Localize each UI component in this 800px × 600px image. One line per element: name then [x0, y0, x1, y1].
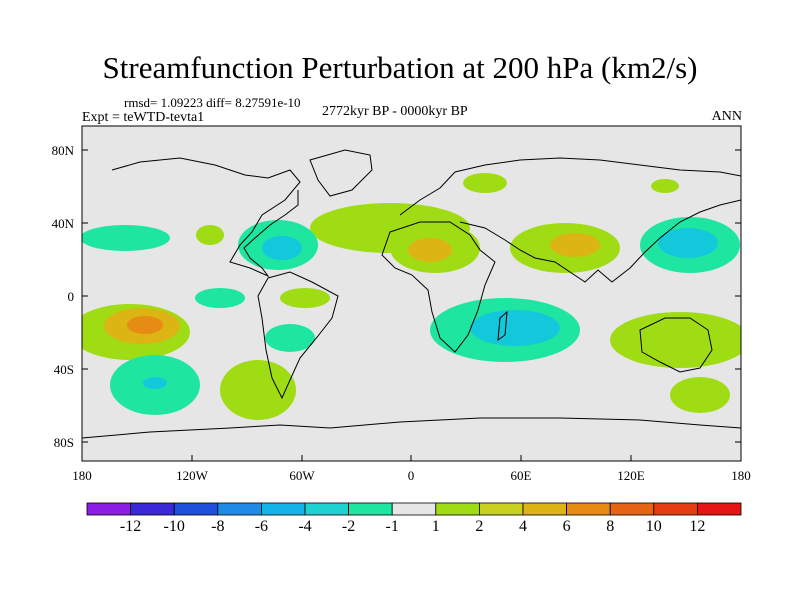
contour-indian-ocean-cyan: [470, 310, 560, 346]
colorbar-cell: [522, 502, 567, 516]
lon-label-120e: 120E: [617, 468, 645, 483]
lat-label-80s: 80S: [53, 435, 74, 450]
coastline-australia: [639, 317, 713, 373]
contour-asia-orange: [550, 233, 600, 257]
contour-australia-positive: [610, 312, 741, 368]
colorbar-cell: [435, 502, 480, 516]
lon-label-180w: 180: [72, 468, 92, 483]
lon-label-180e: 180: [731, 468, 751, 483]
rmsd-label: rmsd= 1.09223 diff= 8.27591e-10: [124, 95, 301, 110]
colorbar-label: -12: [119, 518, 142, 535]
coastline-antarctica: [82, 417, 741, 439]
colorbar-cell: [478, 502, 524, 516]
contour-siberia-positive: [651, 179, 679, 193]
colorbar-label: 12: [689, 518, 706, 535]
coastline-africa: [381, 221, 496, 353]
colorbar-cell: [391, 502, 437, 516]
lon-label-60w: 60W: [289, 468, 315, 483]
coastlines: [82, 149, 741, 439]
contour-fields: [82, 173, 741, 420]
colorbar-cell: [304, 502, 349, 516]
coastline-eurasia: [399, 157, 741, 283]
colorbar-label: -10: [163, 518, 185, 535]
lat-label-80n: 80N: [51, 143, 74, 158]
colorbar-cell: [348, 502, 393, 516]
season-label: ANN: [711, 109, 742, 124]
lat-label-40s: 40S: [53, 362, 74, 377]
colorbar-label: 4: [519, 518, 527, 535]
lat-label-0: 0: [67, 289, 75, 304]
colorbar-cell: [86, 502, 131, 516]
contour-caribbean-cyan: [262, 236, 302, 260]
colorbar-cell: [653, 502, 698, 516]
colorbar-label: -6: [254, 518, 269, 535]
colorbar-cell: [130, 502, 175, 516]
lon-label-120w: 120W: [176, 468, 208, 483]
coastline-north-america: [111, 157, 301, 278]
contour-pacific-sw-max: [127, 316, 163, 334]
colorbar: [86, 502, 742, 516]
contour-south-pacific-cyan: [143, 377, 167, 389]
contour-pacific-ne-negative: [82, 225, 170, 251]
colorbar-cell: [566, 502, 611, 516]
map-title: Streamfunction Perturbation at 200 hPa (…: [102, 50, 698, 85]
colorbar-label: -1: [385, 518, 399, 535]
lon-label-60e: 60E: [510, 468, 532, 483]
contour-south-america-negative: [265, 324, 315, 352]
coastline-madagascar: [497, 310, 508, 342]
colorbar-cell: [173, 502, 219, 516]
contour-east-pacific-negative: [195, 288, 245, 308]
colorbar-label: 1: [431, 518, 440, 535]
experiment-label: Expt = teWTD-tevta1: [82, 110, 205, 125]
coastline-greenland: [309, 149, 373, 197]
contour-south-pacific-positive: [220, 360, 296, 420]
contour-equatorial-positive: [280, 288, 330, 308]
colorbar-label: -2: [341, 518, 356, 535]
colorbar-cell: [609, 502, 655, 516]
colorbar-cell: [697, 502, 742, 516]
colorbar-cell: [260, 502, 306, 516]
lat-label-40n: 40N: [51, 216, 74, 231]
colorbar-label: 2: [475, 518, 484, 535]
coastline-south-america: [257, 271, 339, 400]
colorbar-label: 6: [562, 518, 571, 535]
contour-south-indian-positive: [670, 377, 730, 413]
colorbar-label: -8: [211, 518, 225, 535]
colorbar-label: 10: [645, 518, 662, 535]
lon-label-0: 0: [407, 468, 415, 483]
contour-africa-orange: [408, 238, 452, 262]
colorbar-cell: [217, 502, 262, 516]
contour-atlantic-small-positive: [196, 225, 224, 245]
map-background: [82, 126, 741, 461]
contour-europe-positive: [463, 173, 507, 193]
colorbar-label: -4: [298, 518, 312, 535]
contour-nw-pacific-cyan: [658, 228, 718, 258]
lat-ticks: [82, 149, 741, 443]
period-label: 2772kyr BP - 0000kyr BP: [322, 104, 468, 119]
colorbar-label: 8: [606, 518, 615, 535]
lon-ticks: [81, 455, 742, 461]
